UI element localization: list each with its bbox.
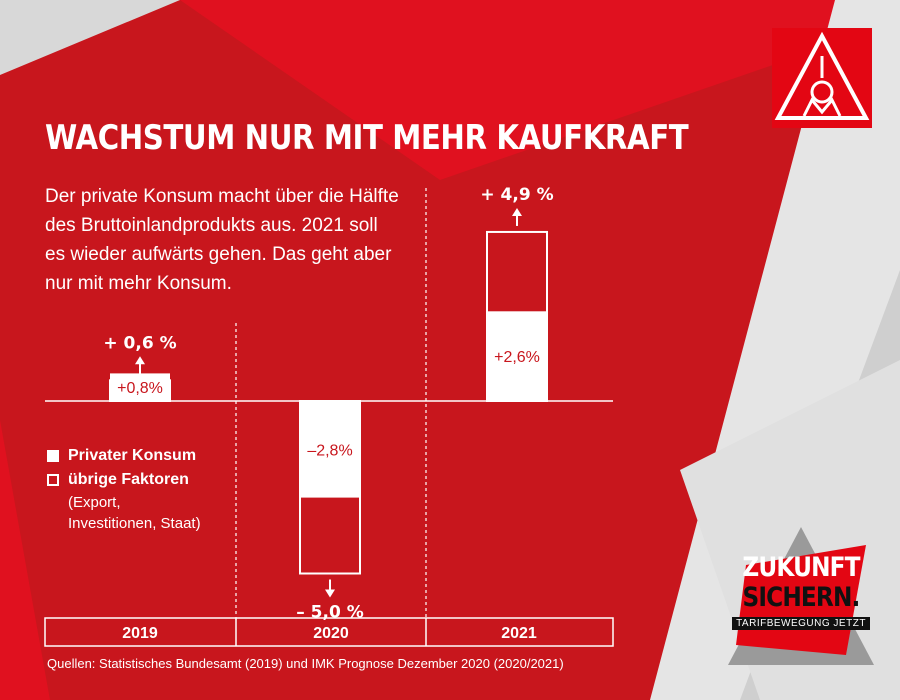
- total-label: + 0,6 %: [103, 333, 176, 353]
- total-label: + 4,9 %: [480, 185, 553, 205]
- page-title: WACHSTUM NUR MIT MEHR KAUFKRAFT: [45, 118, 689, 158]
- source-note: Quellen: Statistisches Bundesamt (2019) …: [47, 656, 564, 671]
- total-label: – 5,0 %: [296, 603, 364, 623]
- data-label-private: –2,8%: [307, 442, 352, 459]
- bar-private: [487, 311, 547, 401]
- arrow-head: [512, 207, 522, 216]
- data-label-private: +2,6%: [494, 349, 540, 366]
- x-tick-label: 2020: [313, 625, 349, 642]
- legend-item-other: übrige Faktoren: [47, 468, 208, 492]
- arrow-head: [135, 356, 145, 365]
- legend: Privater Konsum übrige Faktoren (Export,…: [47, 444, 208, 534]
- category-strip: [44, 617, 614, 647]
- legend-item-private: Privater Konsum: [47, 444, 208, 468]
- x-tick-label: 2021: [501, 625, 537, 642]
- legend-label-private: Privater Konsum: [68, 447, 197, 464]
- igm-logo: [772, 28, 872, 128]
- bar-total-outline: [486, 230, 548, 402]
- x-tick-label: 2019: [122, 625, 158, 642]
- bar-total-outline: [109, 379, 171, 402]
- legend-label-other: übrige Faktoren: [68, 471, 189, 488]
- legend-note: (Export, Investitionen, Staat): [68, 494, 201, 532]
- legend-swatch-filled: [47, 450, 59, 462]
- badge-line-2: SICHERN.: [742, 582, 861, 613]
- badge-line-1: ZUKUNFT: [742, 552, 860, 583]
- bar-private: [300, 401, 360, 498]
- bar-total-outline: [299, 400, 361, 575]
- data-label-private: +0,8%: [117, 380, 163, 397]
- intro-text: Der private Konsum macht über die Hälfte…: [45, 186, 399, 294]
- arrow-head: [325, 589, 335, 598]
- campaign-badge: ZUKUNFT SICHERN. TARIFBEWEGUNG JETZT: [726, 553, 876, 631]
- badge-subline: TARIFBEWEGUNG JETZT: [732, 617, 870, 630]
- legend-swatch-empty: [47, 474, 59, 486]
- bar-private: [110, 373, 170, 401]
